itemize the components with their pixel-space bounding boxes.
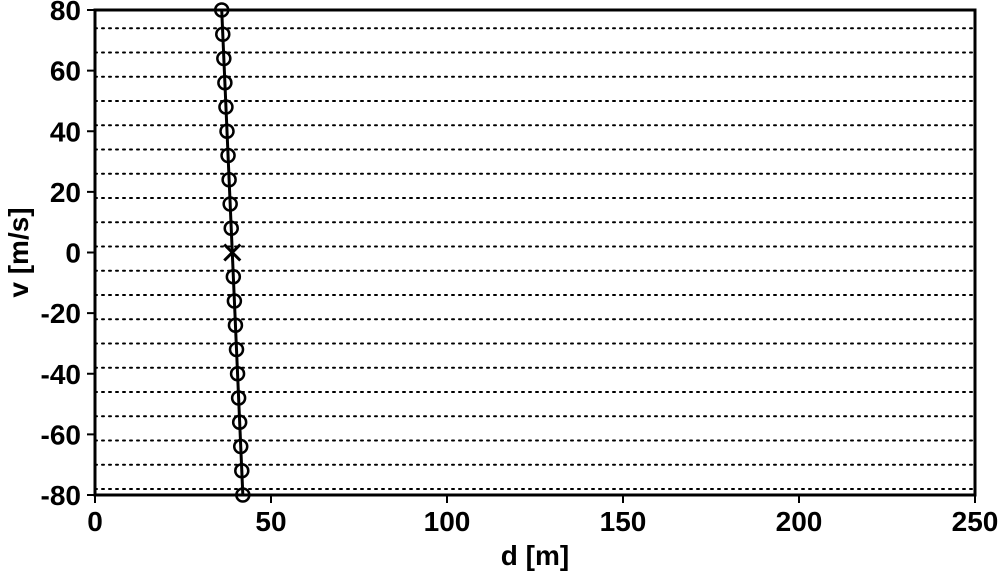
x-tick-label: 0	[87, 506, 103, 537]
x-tick-label: 250	[952, 506, 999, 537]
x-tick-label: 50	[255, 506, 286, 537]
chart-svg: 0 50 100 150 200 250 -80 -60 -40 -20 0 20 40 60 80 d [m…	[0, 0, 1000, 578]
x-tick-label: 200	[776, 506, 823, 537]
x-tick-label: 150	[600, 506, 647, 537]
y-tick-label: 60	[50, 56, 81, 87]
y-tick-label: -40	[41, 359, 81, 390]
y-tick-label: 80	[50, 0, 81, 26]
x-axis-label: d [m]	[501, 540, 569, 571]
y-tick-label: -80	[41, 480, 81, 511]
chart-container: 0 50 100 150 200 250 -80 -60 -40 -20 0 20 40 60 80 d [m…	[0, 0, 1000, 578]
y-tick-label: 40	[50, 116, 81, 147]
y-tick-label: 0	[65, 238, 81, 269]
y-tick-label: 20	[50, 177, 81, 208]
y-tick-label: -60	[41, 419, 81, 450]
x-tick-label: 100	[424, 506, 471, 537]
y-tick-label: -20	[41, 298, 81, 329]
y-axis-label: v [m/s]	[3, 207, 34, 297]
